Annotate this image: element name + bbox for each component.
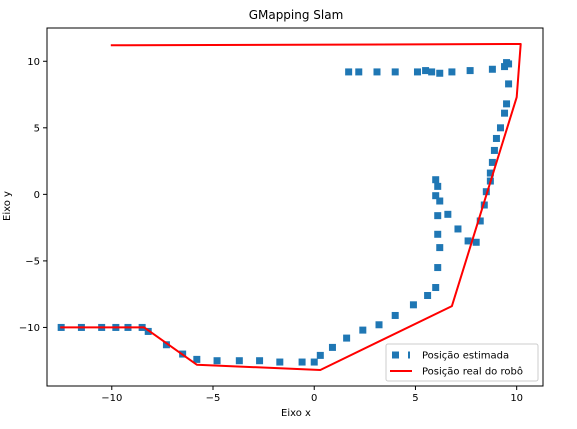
estimated-point — [496, 124, 504, 132]
estimated-point — [428, 68, 436, 76]
estimated-point — [422, 67, 430, 75]
y-tick-label: 5 — [34, 123, 40, 134]
estimated-point — [276, 358, 284, 366]
legend-box — [385, 343, 539, 382]
estimated-point — [328, 343, 336, 351]
x-tick-label: 5 — [412, 393, 418, 404]
estimated-point — [434, 212, 442, 220]
estimated-point — [375, 321, 383, 329]
estimated-point — [391, 68, 399, 76]
estimated-point — [482, 188, 490, 196]
estimated-point — [436, 69, 444, 77]
estimated-point — [316, 351, 324, 359]
estimated-point — [466, 67, 474, 75]
estimated-point — [464, 237, 472, 245]
estimated-point — [432, 192, 440, 200]
chart-title: GMapping Slam — [249, 8, 344, 22]
y-tick-label: 10 — [27, 57, 40, 68]
estimated-point — [434, 264, 442, 272]
estimated-point — [492, 134, 500, 142]
legend-marker-bar — [408, 351, 410, 359]
estimated-point — [359, 326, 367, 334]
x-tick-label: −10 — [101, 393, 122, 404]
estimated-point — [235, 357, 243, 365]
estimated-point — [454, 225, 462, 233]
plot-area — [46, 27, 544, 387]
estimated-point — [503, 59, 511, 67]
estimated-point — [488, 158, 496, 166]
estimated-point — [490, 146, 498, 154]
estimated-point — [373, 68, 381, 76]
y-tick-label: 0 — [34, 190, 40, 201]
legend-label: Posição real do robô — [422, 366, 523, 378]
estimated-point — [298, 358, 306, 366]
legend-marker-square — [392, 351, 399, 359]
legend-label: Posição estimada — [422, 351, 509, 362]
estimated-point — [503, 100, 511, 108]
estimated-point — [391, 311, 399, 319]
x-axis: −10 −5 0 5 10 — [101, 386, 523, 404]
estimated-point — [444, 210, 452, 218]
estimated-point — [434, 182, 442, 190]
estimated-point — [501, 63, 509, 71]
estimated-point — [476, 217, 484, 225]
plot-frame — [46, 27, 544, 387]
x-axis-label: Eixo x — [281, 408, 311, 419]
estimated-point — [343, 334, 351, 342]
estimated-point — [505, 80, 513, 88]
series-group — [57, 43, 522, 371]
estimated-point — [256, 357, 264, 365]
estimated-point — [310, 358, 318, 366]
estimated-point — [434, 230, 442, 238]
estimated-point — [488, 65, 496, 73]
estimated-point — [162, 341, 170, 349]
estimated-point — [486, 169, 494, 177]
x-tick-label: 0 — [311, 393, 317, 404]
estimated-point — [193, 355, 201, 363]
estimated-point — [472, 238, 480, 246]
y-tick-label: −5 — [25, 256, 40, 267]
estimated-point — [448, 68, 456, 76]
x-tick-label: −5 — [206, 393, 221, 404]
estimated-point — [432, 176, 440, 184]
estimated-point — [501, 109, 509, 117]
estimated-point — [213, 357, 221, 365]
estimated-point — [345, 68, 353, 76]
estimated-point — [409, 301, 417, 309]
estimated-point — [436, 244, 444, 252]
estimated-point — [413, 68, 421, 76]
estimated-point — [355, 68, 363, 76]
y-axis-label: Eixo y — [2, 191, 13, 221]
y-axis: −10 −5 0 5 10 — [19, 57, 47, 334]
y-tick-label: −10 — [19, 323, 40, 334]
legend: Posição estimada Posição real do robô — [385, 343, 539, 382]
series-real-line — [60, 43, 522, 371]
estimated-point — [432, 284, 440, 292]
estimated-point — [436, 197, 444, 205]
estimated-point — [424, 292, 432, 300]
x-tick-label: 10 — [510, 393, 523, 404]
